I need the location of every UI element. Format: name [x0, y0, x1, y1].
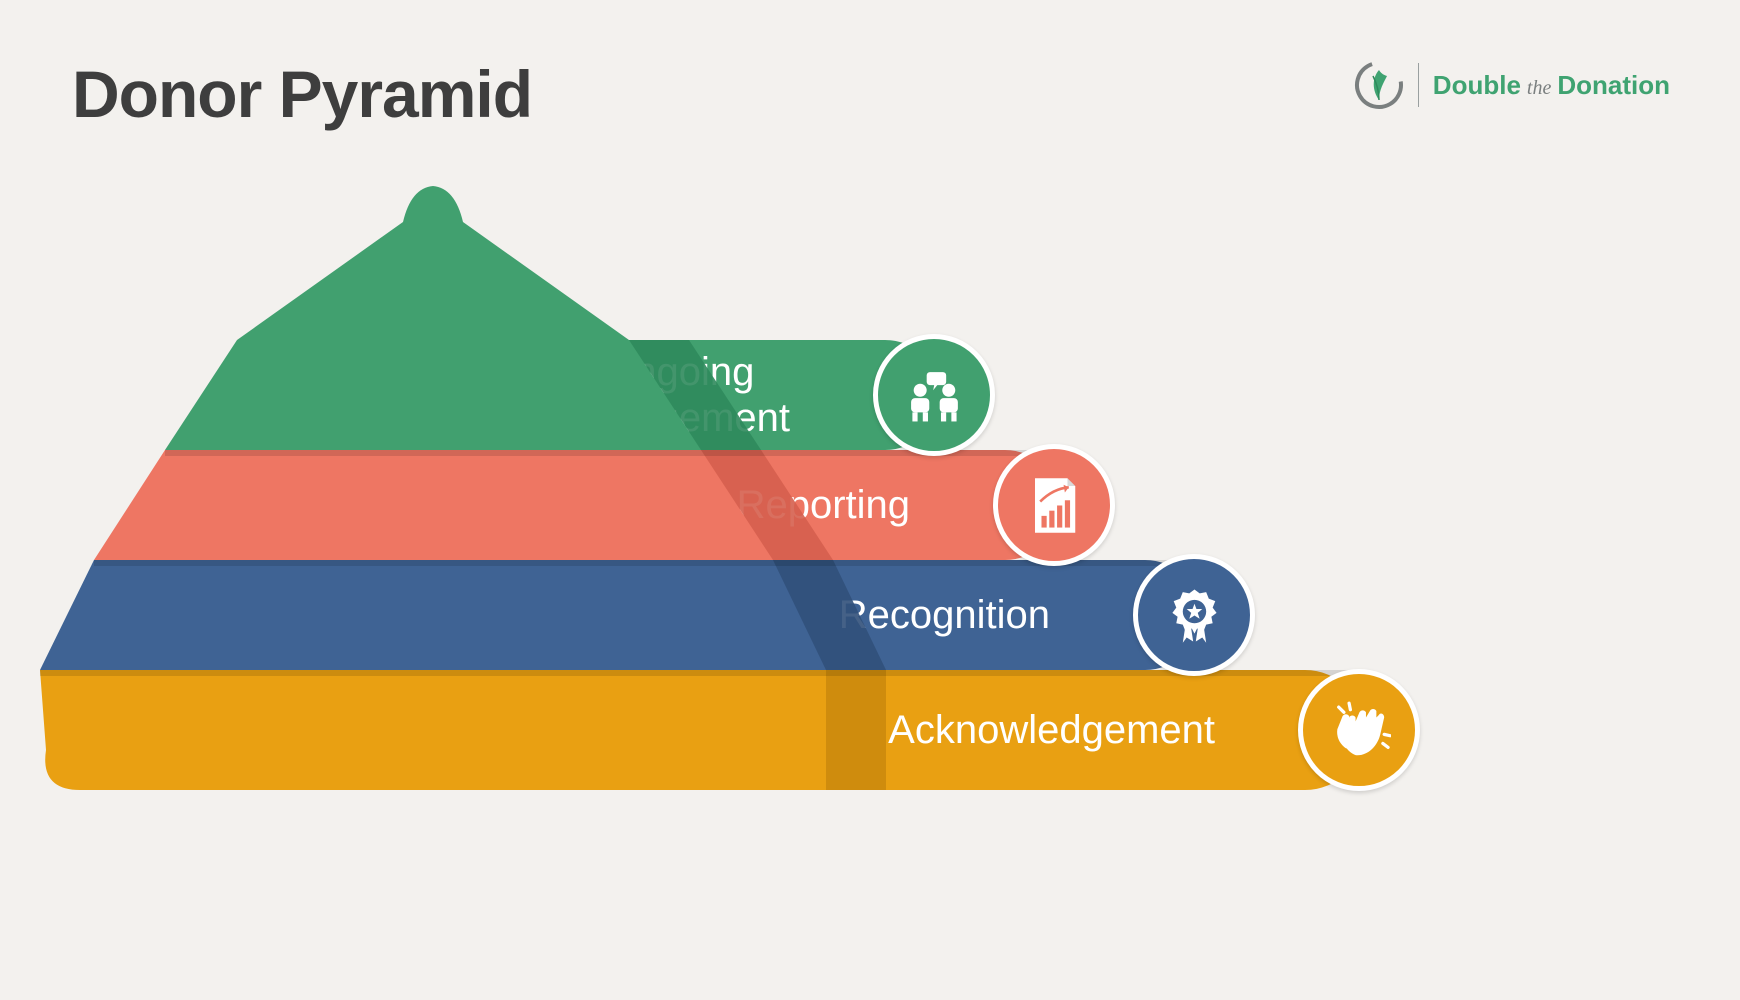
logo-word-the: the: [1527, 77, 1551, 100]
pyramid-label-ongoing: Ongoing engagement: [568, 349, 790, 441]
brand-logo: Double the Donation: [1354, 60, 1670, 110]
logo-text: Double the Donation: [1433, 70, 1670, 101]
logo-word-donation: Donation: [1557, 70, 1670, 101]
award-icon: [1133, 554, 1255, 676]
report-icon: [993, 444, 1115, 566]
leaf-logo-icon: [1354, 60, 1404, 110]
pyramid-apex: [237, 186, 629, 340]
pyramid-band-recognition: Recognition: [693, 560, 1200, 670]
logo-word-double: Double: [1433, 70, 1521, 101]
pyramid-stripe-acknowledgement: [40, 670, 826, 790]
pyramid-label-acknowledgement: Acknowledgement: [888, 707, 1215, 753]
pyramid-label-recognition: Recognition: [839, 592, 1050, 638]
logo-divider: [1418, 63, 1419, 107]
clap-icon: [1298, 669, 1420, 791]
page-title: Donor Pyramid: [72, 56, 532, 132]
conversation-icon: [873, 334, 995, 456]
pyramid-band-acknowledgement: Acknowledgement: [746, 670, 1365, 790]
pyramid-label-reporting: Reporting: [737, 482, 910, 528]
pyramid-diagram: Ongoing engagement Reporting Recognition Ac…: [0, 150, 1740, 1000]
